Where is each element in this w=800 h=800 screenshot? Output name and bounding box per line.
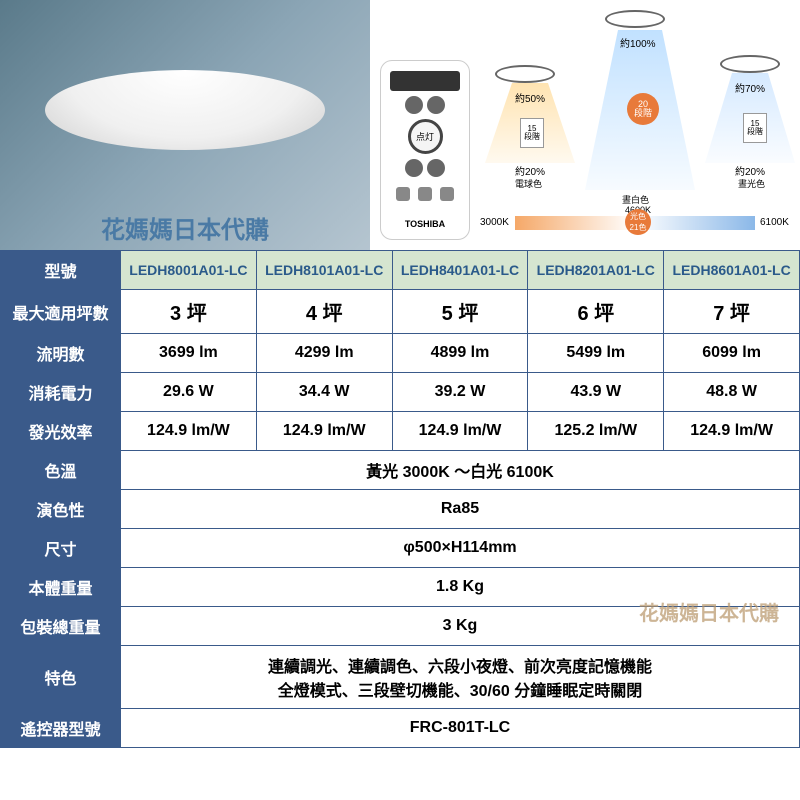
pct20-label-2: 約20% (735, 163, 765, 178)
eff-0: 124.9 lm/W (121, 412, 257, 451)
area-3: 6 坪 (528, 290, 664, 334)
top-section: 花媽媽日本代購 点灯 TOSHIBA 約50% 約20% 電球色 約100% 晝… (0, 0, 800, 250)
header-model: 型號 (1, 251, 121, 290)
remotemodel-value: FRC-801T-LC (121, 709, 800, 748)
header-weight: 本體重量 (1, 568, 121, 607)
lumen-4: 6099 lm (664, 334, 800, 373)
power-0: 29.6 W (121, 373, 257, 412)
power-2: 39.2 W (392, 373, 528, 412)
k6100-label: 6100K (760, 217, 789, 228)
shop-watermark: 花媽媽日本代購 (101, 210, 269, 245)
area-1: 4 坪 (256, 290, 392, 334)
eff-2: 124.9 lm/W (392, 412, 528, 451)
header-efficiency: 發光效率 (1, 412, 121, 451)
size-value: φ500×H114mm (121, 529, 800, 568)
header-remotemodel: 遙控器型號 (1, 709, 121, 748)
ceiling-light-illustration (45, 70, 325, 150)
area-2: 5 坪 (392, 290, 528, 334)
lumen-0: 3699 lm (121, 334, 257, 373)
header-area: 最大適用坪數 (1, 290, 121, 334)
header-packweight: 包裝總重量 (1, 607, 121, 646)
remote-control-illustration: 点灯 TOSHIBA (380, 60, 470, 240)
k3000-label: 3000K (480, 217, 509, 228)
light-color-circle: 光色21色 (625, 209, 651, 235)
header-cri: 演色性 (1, 490, 121, 529)
header-power: 消耗電力 (1, 373, 121, 412)
remote-main-button: 点灯 (408, 119, 443, 154)
daylight-label: 晝光色 (738, 177, 765, 190)
shop-watermark-2: 花媽媽日本代購 (639, 597, 779, 626)
weight-value: 1.8 Kg 花媽媽日本代購 (121, 568, 800, 607)
pct20-label-1: 約20% (515, 163, 545, 178)
remote-brand-label: TOSHIBA (405, 219, 445, 229)
area-0: 3 坪 (121, 290, 257, 334)
power-3: 43.9 W (528, 373, 664, 412)
lumen-2: 4899 lm (392, 334, 528, 373)
bulb-color-label: 電球色 (515, 177, 542, 190)
model-0: LEDH8001A01-LC (121, 251, 257, 290)
pct50-label: 約50% (515, 90, 545, 105)
product-photo: 花媽媽日本代購 (0, 0, 370, 250)
colortemp-value: 黃光 3000K ～白光 6100K (121, 451, 800, 490)
cri-value: Ra85 (121, 490, 800, 529)
header-size: 尺寸 (1, 529, 121, 568)
lumen-1: 4299 lm (256, 334, 392, 373)
model-2: LEDH8401A01-LC (392, 251, 528, 290)
header-colortemp: 色溫 (1, 451, 121, 490)
brightness-diagram: 約50% 約20% 電球色 約100% 晝白色 4600K 約70% 約20% … (480, 5, 795, 240)
area-4: 7 坪 (664, 290, 800, 334)
model-1: LEDH8101A01-LC (256, 251, 392, 290)
power-1: 34.4 W (256, 373, 392, 412)
eff-3: 125.2 lm/W (528, 412, 664, 451)
stage-15-box-2: 15段階 (743, 113, 767, 143)
remote-buttons (405, 96, 445, 114)
pct70-label: 約70% (735, 80, 765, 95)
power-4: 48.8 W (664, 373, 800, 412)
stage-15-box-1: 15段階 (520, 118, 544, 148)
eff-4: 124.9 lm/W (664, 412, 800, 451)
header-lumen: 流明數 (1, 334, 121, 373)
model-4: LEDH8601A01-LC (664, 251, 800, 290)
lumen-3: 5499 lm (528, 334, 664, 373)
pct100-label: 約100% (620, 35, 656, 50)
header-features: 特色 (1, 646, 121, 709)
spec-table: 型號 LEDH8001A01-LC LEDH8101A01-LC LEDH840… (0, 250, 800, 748)
features-value: 連續調光、連續調色、六段小夜燈、前次亮度記憶機能 全燈模式、三段壁切機能、30/… (121, 646, 800, 709)
stage-20-circle: 20段階 (627, 93, 659, 125)
model-3: LEDH8201A01-LC (528, 251, 664, 290)
eff-1: 124.9 lm/W (256, 412, 392, 451)
remote-display (390, 71, 460, 91)
